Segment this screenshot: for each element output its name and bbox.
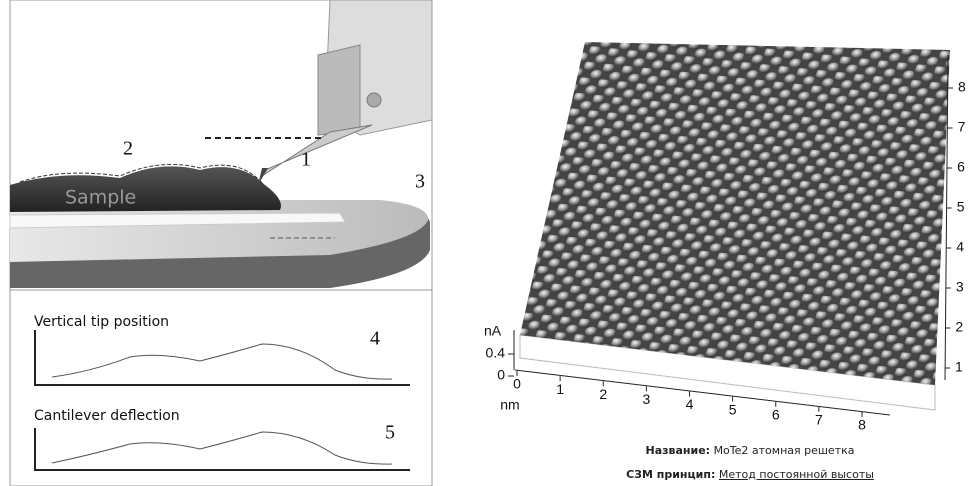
z-tick-label: 0 — [497, 367, 505, 383]
afm-surface — [520, 42, 950, 385]
caption-value: MoTe2 атомная решетка — [714, 444, 855, 457]
y-tick-label: 3 — [956, 279, 964, 295]
x-tick-label: 4 — [686, 396, 694, 412]
x-tick-label: 3 — [642, 391, 650, 407]
x-tick-label: 7 — [815, 412, 823, 428]
y-tick-label: 7 — [958, 119, 966, 135]
label-3: 3 — [415, 171, 425, 193]
label-2: 2 — [123, 138, 133, 160]
x-tick-label: 2 — [599, 386, 607, 402]
figure: 2 1 3 Sample Vertical tip position 4 Can… — [0, 0, 973, 486]
plot-number: 4 — [370, 328, 380, 350]
x-tick-label: 6 — [772, 406, 780, 422]
caption-key: Название: — [645, 444, 710, 457]
z-tick-label: 0.4 — [486, 345, 506, 361]
y-tick-label: 6 — [957, 159, 965, 175]
caption-line: Название: MoTe2 атомная решетка — [540, 444, 960, 457]
caption-value[interactable]: Метод постоянной высоты — [719, 468, 874, 481]
y-tick-label: 1 — [955, 359, 963, 375]
x-unit: nm — [500, 397, 519, 413]
plot-curve — [52, 432, 392, 464]
plot-title: Cantilever deflection — [34, 408, 180, 424]
y-tick-label: 4 — [956, 239, 964, 255]
plot-axes — [35, 330, 410, 385]
x-tick-label: 8 — [858, 417, 866, 433]
plot-number: 5 — [385, 422, 395, 444]
z-unit: nA — [484, 323, 502, 339]
holder-bolt — [367, 93, 381, 107]
label-1: 1 — [301, 149, 311, 171]
y-tick-label: 5 — [957, 199, 965, 215]
x-tick-label: 5 — [729, 401, 737, 417]
page: 2 1 3 Sample Vertical tip position 4 Can… — [0, 0, 973, 486]
plot-curve — [52, 344, 392, 379]
x-tick-label: 0 — [513, 376, 521, 392]
sample-label: Sample — [65, 187, 136, 209]
y-tick-label: 2 — [955, 319, 963, 335]
caption-line: СЗМ принцип: Метод постоянной высоты — [540, 468, 960, 481]
plot-title: Vertical tip position — [34, 314, 169, 330]
caption-key: СЗМ принцип: — [626, 468, 715, 481]
holder-side — [318, 45, 360, 135]
plot-axes — [35, 428, 410, 470]
x-tick-label: 1 — [556, 381, 564, 397]
y-tick-label: 8 — [958, 79, 966, 95]
